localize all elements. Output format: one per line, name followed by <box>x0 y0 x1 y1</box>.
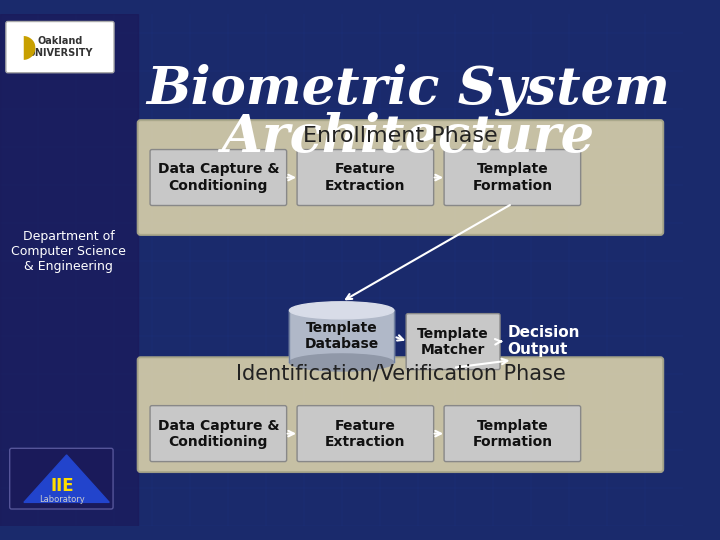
Text: Biometric System: Biometric System <box>146 64 670 116</box>
Text: Identification/Verification Phase: Identification/Verification Phase <box>235 363 565 383</box>
Text: Enrollment Phase: Enrollment Phase <box>303 126 498 146</box>
Text: Oakland
UNIVERSITY: Oakland UNIVERSITY <box>27 36 93 58</box>
FancyBboxPatch shape <box>6 22 114 73</box>
Text: Data Capture &
Conditioning: Data Capture & Conditioning <box>158 418 279 449</box>
Text: Feature
Extraction: Feature Extraction <box>325 418 405 449</box>
FancyBboxPatch shape <box>9 448 113 509</box>
Polygon shape <box>24 455 109 502</box>
Bar <box>0 14 138 526</box>
Text: Department of
Computer Science
& Engineering: Department of Computer Science & Enginee… <box>11 230 126 273</box>
Text: Template
Matcher: Template Matcher <box>417 327 489 357</box>
Text: Feature
Extraction: Feature Extraction <box>325 163 405 193</box>
FancyBboxPatch shape <box>406 314 500 369</box>
Text: Laboratory: Laboratory <box>39 495 85 504</box>
FancyBboxPatch shape <box>444 406 580 462</box>
Text: ◗: ◗ <box>21 32 37 60</box>
FancyBboxPatch shape <box>297 150 433 206</box>
FancyBboxPatch shape <box>138 357 663 472</box>
Bar <box>289 310 394 362</box>
FancyBboxPatch shape <box>297 406 433 462</box>
Text: Data Capture &
Conditioning: Data Capture & Conditioning <box>158 163 279 193</box>
Text: Decision
Output: Decision Output <box>508 325 580 357</box>
FancyBboxPatch shape <box>150 406 287 462</box>
Text: Architecture: Architecture <box>222 112 595 163</box>
FancyBboxPatch shape <box>444 150 580 206</box>
Text: Template
Database: Template Database <box>305 321 379 352</box>
Ellipse shape <box>289 302 394 319</box>
FancyBboxPatch shape <box>150 150 287 206</box>
Text: IIE: IIE <box>50 477 73 495</box>
Text: Template
Formation: Template Formation <box>472 418 552 449</box>
Ellipse shape <box>289 354 394 371</box>
FancyBboxPatch shape <box>138 120 663 235</box>
Text: Template
Formation: Template Formation <box>472 163 552 193</box>
